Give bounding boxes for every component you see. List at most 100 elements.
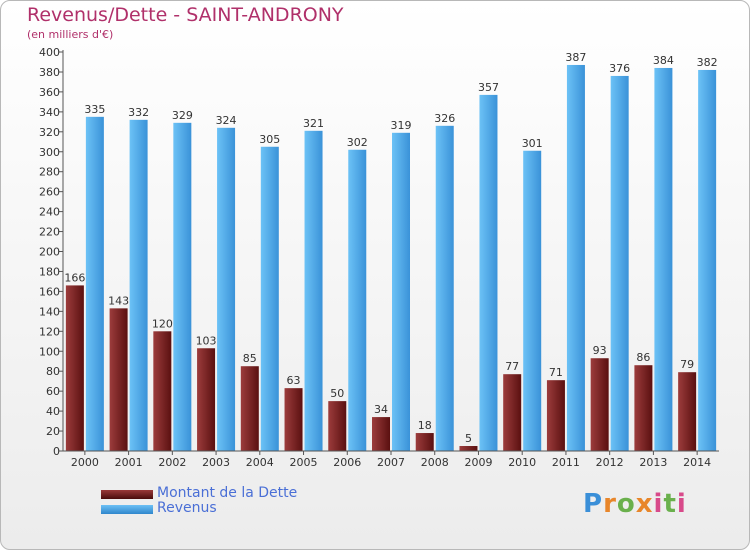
bar-revenus xyxy=(566,64,585,451)
bar-revenus xyxy=(260,146,279,451)
x-tick-label: 2005 xyxy=(290,456,318,469)
data-label-dette: 77 xyxy=(505,360,519,373)
bar-dette xyxy=(503,374,522,451)
y-tick-label: 220 xyxy=(39,226,60,239)
data-label-revenus: 384 xyxy=(653,54,674,67)
bar-revenus xyxy=(479,94,498,451)
x-tick-label: 2013 xyxy=(639,456,667,469)
data-label-dette: 79 xyxy=(680,358,694,371)
data-label-dette: 85 xyxy=(243,352,257,365)
data-label-dette: 63 xyxy=(287,374,301,387)
data-label-dette: 120 xyxy=(152,317,173,330)
bar-revenus xyxy=(523,150,542,451)
y-tick-label: 40 xyxy=(46,405,60,418)
bar-dette xyxy=(65,285,84,451)
y-tick-label: 20 xyxy=(46,425,60,438)
bar-revenus xyxy=(129,119,148,451)
y-axis: 0 20 40 60 80 100 120 140 160 180 200 220 240 260 280 3… xyxy=(39,46,64,458)
x-tick-label: 2012 xyxy=(596,456,624,469)
y-tick-label: 0 xyxy=(53,445,60,458)
data-label-revenus: 376 xyxy=(609,62,630,75)
x-tick-label: 2011 xyxy=(552,456,580,469)
y-tick-label: 100 xyxy=(39,345,60,358)
y-tick-label: 340 xyxy=(39,106,60,119)
x-tick-label: 2014 xyxy=(683,456,711,469)
bar-revenus xyxy=(392,132,410,452)
data-label-revenus: 321 xyxy=(303,117,324,130)
data-label-dette: 34 xyxy=(374,403,388,416)
bar-dette xyxy=(546,380,565,451)
y-tick-label: 160 xyxy=(39,285,60,298)
x-tick-label: 2009 xyxy=(464,456,492,469)
y-tick-label: 180 xyxy=(39,265,60,278)
data-label-dette: 50 xyxy=(330,387,344,400)
y-tick-label: 380 xyxy=(39,66,60,79)
x-tick-label: 2008 xyxy=(421,456,449,469)
bar-dette xyxy=(328,401,347,451)
data-label-dette: 143 xyxy=(108,294,129,307)
x-tick-label: 2007 xyxy=(377,456,405,469)
x-tick-label: 2001 xyxy=(115,456,143,469)
y-tick-label: 320 xyxy=(39,126,60,139)
y-tick-label: 80 xyxy=(46,365,60,378)
y-tick-label: 360 xyxy=(39,86,60,99)
bar-dette xyxy=(459,446,478,451)
y-tick-label: 120 xyxy=(39,325,60,338)
bar-dette xyxy=(240,366,259,451)
chart-subtitle: (en milliers d'€) xyxy=(27,28,114,41)
bar-revenus xyxy=(348,149,367,451)
bar-revenus xyxy=(698,69,717,451)
bar-dette xyxy=(153,331,172,451)
x-tick-label: 2002 xyxy=(158,456,186,469)
data-label-revenus: 305 xyxy=(259,133,280,146)
data-label-revenus: 319 xyxy=(391,119,412,132)
data-label-revenus: 324 xyxy=(216,114,237,127)
proxiti-logo: Proxiti xyxy=(583,489,687,519)
bar-revenus xyxy=(654,67,673,452)
bar-dette xyxy=(415,433,434,451)
data-label-revenus: 302 xyxy=(347,136,368,149)
bar-revenus xyxy=(85,116,104,452)
bar-dette xyxy=(109,308,128,451)
y-tick-label: 60 xyxy=(46,385,60,398)
x-tick-label: 2003 xyxy=(202,456,230,469)
data-label-dette: 166 xyxy=(64,271,85,284)
bar-dette xyxy=(284,388,303,451)
x-tick-label: 2004 xyxy=(246,456,274,469)
data-label-revenus: 326 xyxy=(434,112,455,125)
legend-swatch-revenus xyxy=(101,505,153,514)
x-tick-label: 2010 xyxy=(508,456,536,469)
bar-dette xyxy=(197,348,216,451)
bar-dette xyxy=(678,372,697,451)
bar-revenus xyxy=(435,125,454,451)
data-label-dette: 18 xyxy=(418,419,432,432)
data-label-revenus: 332 xyxy=(128,106,149,119)
y-tick-label: 140 xyxy=(39,305,60,318)
data-label-revenus: 329 xyxy=(172,109,193,122)
bar-dette xyxy=(590,358,609,451)
data-label-revenus: 382 xyxy=(697,56,718,69)
data-label-revenus: 301 xyxy=(522,137,543,150)
x-tick-label: 2000 xyxy=(71,456,99,469)
data-label-revenus: 357 xyxy=(478,81,499,94)
data-label-dette: 86 xyxy=(636,351,650,364)
bar-dette xyxy=(634,365,653,451)
legend-label-dette: Montant de la Dette xyxy=(157,485,298,501)
legend-label-revenus: Revenus xyxy=(157,500,217,516)
bar-dette xyxy=(372,417,390,451)
y-tick-label: 240 xyxy=(39,206,60,219)
data-label-revenus: 387 xyxy=(565,51,586,64)
data-label-dette: 5 xyxy=(465,432,472,445)
y-tick-label: 260 xyxy=(39,186,60,199)
y-tick-label: 400 xyxy=(39,46,60,59)
y-tick-label: 200 xyxy=(39,246,60,259)
data-label-dette: 103 xyxy=(196,334,217,347)
bar-revenus xyxy=(173,122,192,451)
x-axis: 2000 2001 2002 2003 2004 2005 2006 2007 2008 2009… xyxy=(63,450,719,469)
legend-swatch-dette xyxy=(101,490,153,499)
bar-revenus xyxy=(217,127,236,451)
bars: 166 335 143 332 120 329 103 324 85 305 63 321 50 302 3… xyxy=(64,51,718,452)
chart-title: Revenus/Dette - SAINT-ANDRONY xyxy=(27,4,344,26)
